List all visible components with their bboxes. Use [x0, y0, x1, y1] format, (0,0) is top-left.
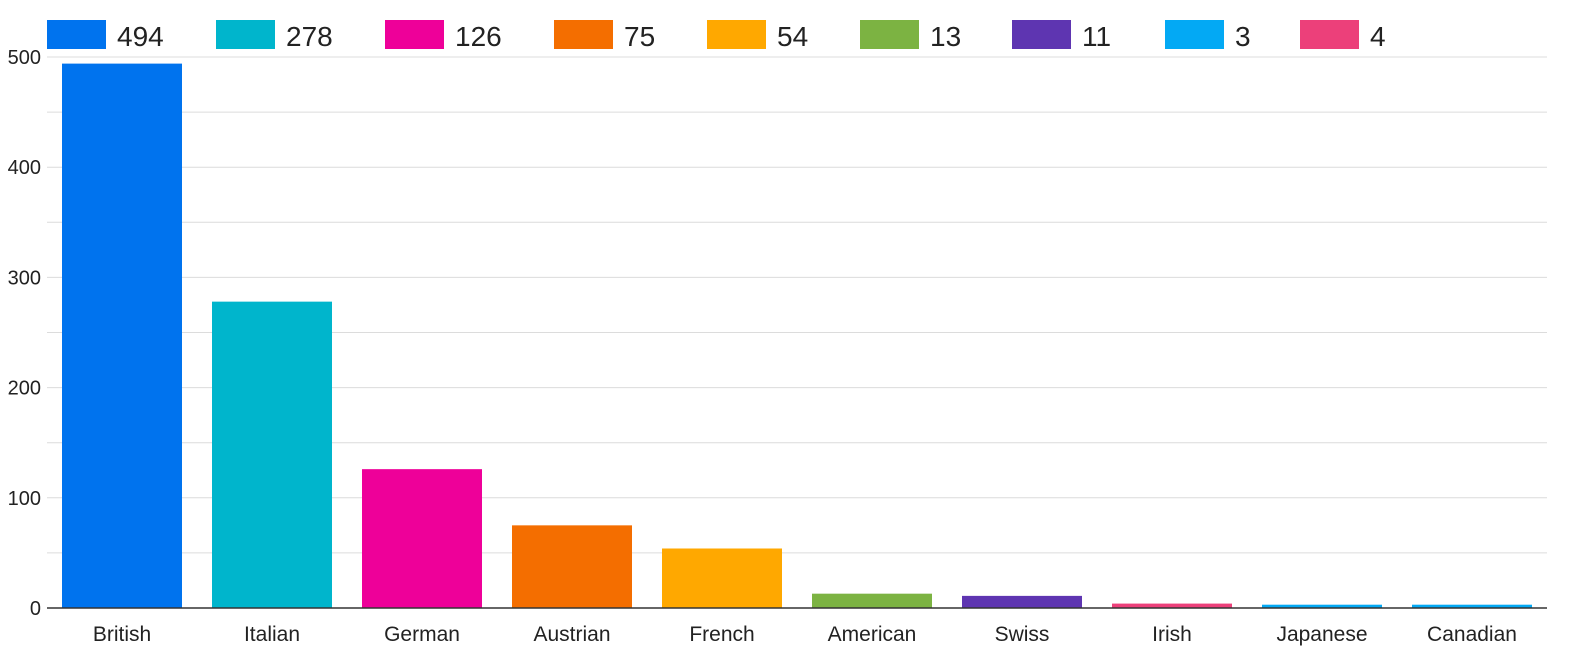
legend-swatch	[385, 20, 444, 49]
legend-label: 126	[455, 21, 502, 52]
bar-french	[662, 548, 782, 608]
legend-item: 278	[216, 20, 333, 52]
y-axis-tick-labels: 0 100 200 300 400 500	[8, 47, 41, 620]
x-tick-label: French	[689, 623, 754, 646]
bar-swiss	[962, 595, 1082, 608]
x-tick-label: German	[384, 623, 460, 646]
legend-swatch	[1012, 20, 1071, 49]
x-tick-label: Japanese	[1276, 623, 1367, 646]
legend-label: 3	[1235, 21, 1251, 52]
legend-label: 13	[930, 21, 961, 52]
x-axis-tick-labels: British Italian German Austrian French Americ…	[93, 623, 1517, 646]
y-tick-label: 300	[8, 267, 41, 289]
bar-american	[812, 593, 932, 608]
y-tick-label: 500	[8, 47, 41, 69]
bar-canadian	[1412, 604, 1532, 608]
legend-label: 11	[1082, 21, 1111, 52]
legend-swatch	[216, 20, 275, 49]
bar-british	[62, 63, 182, 608]
legend-label: 278	[286, 21, 333, 52]
legend-item: 3	[1165, 20, 1251, 52]
legend-swatch	[707, 20, 766, 49]
legend-label: 4	[1370, 21, 1386, 52]
legend-label: 75	[624, 21, 655, 52]
x-tick-label: Canadian	[1427, 623, 1517, 646]
x-tick-label: Austrian	[533, 623, 610, 646]
x-tick-label: Italian	[244, 623, 300, 646]
y-tick-label: 0	[30, 598, 41, 620]
legend-swatch	[1165, 20, 1224, 49]
legend-item: 494	[47, 20, 164, 52]
y-tick-label: 200	[8, 378, 41, 400]
legend-swatch	[1300, 20, 1359, 49]
bar-japanese	[1262, 604, 1382, 608]
legend-item: 75	[554, 20, 655, 52]
legend-item: 13	[860, 20, 961, 52]
x-tick-label: Swiss	[995, 623, 1050, 646]
bar-irish	[1112, 603, 1232, 608]
legend-item: 54	[707, 20, 808, 52]
legend-label: 54	[777, 21, 808, 52]
bars	[62, 63, 1532, 608]
bar-german	[362, 469, 482, 608]
x-tick-label: American	[828, 623, 917, 646]
x-tick-label: Irish	[1152, 623, 1192, 646]
bar-italian	[212, 301, 332, 608]
legend-item: 126	[385, 20, 502, 52]
legend-swatch	[860, 20, 919, 49]
y-tick-label: 400	[8, 157, 41, 179]
legend-item: 11	[1012, 20, 1111, 52]
legend-label: 494	[117, 21, 164, 52]
bar-austrian	[512, 525, 632, 608]
legend-item: 4	[1300, 20, 1386, 52]
y-tick-label: 100	[8, 488, 41, 510]
legend-swatch	[554, 20, 613, 49]
legend: 494 278 126 75 54 13 11 3 4	[47, 20, 1386, 52]
x-tick-label: British	[93, 623, 151, 646]
legend-swatch	[47, 20, 106, 49]
